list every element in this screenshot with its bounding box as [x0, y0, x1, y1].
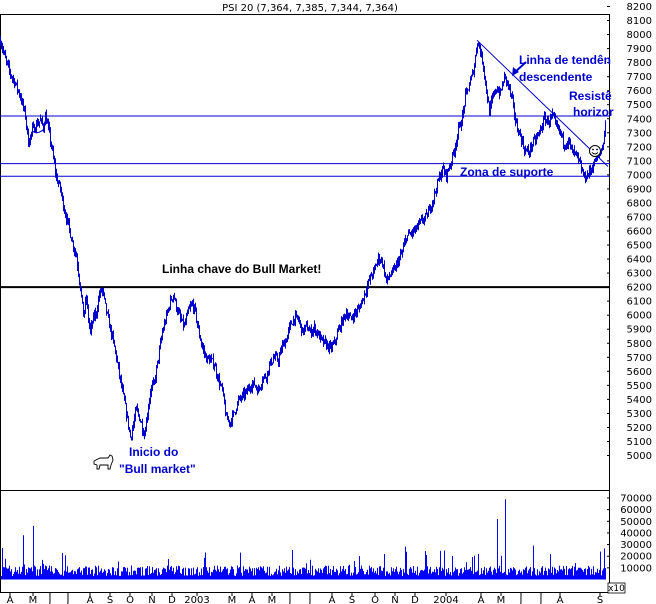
- price-tick-label: 6500: [627, 241, 652, 252]
- price-tick-label: 7100: [627, 156, 652, 167]
- price-series: [0, 35, 606, 441]
- price-tick-label: 6100: [627, 297, 652, 308]
- price-tick-label: 6000: [627, 311, 652, 322]
- price-tick-label: 8100: [627, 16, 652, 27]
- price-tick-label: 5200: [627, 423, 652, 434]
- early-mark: [31, 128, 45, 134]
- trendline-label-1: Linha de tendên: [519, 53, 611, 67]
- price-tick-label: 5100: [627, 437, 652, 448]
- price-tick-label: 7800: [627, 58, 652, 69]
- price-tick-label: 7500: [627, 100, 652, 111]
- x-tick-label: M: [29, 595, 38, 604]
- bull-line-label: Linha chave do Bull Market!: [162, 262, 321, 276]
- volume-tick-label: 20000: [620, 552, 652, 563]
- x-tick-label: A: [557, 595, 564, 604]
- x-tick-label: 2003: [184, 595, 209, 604]
- smiley-icon-eye: [592, 148, 594, 151]
- price-tick-label: 7000: [627, 170, 652, 181]
- x-tick-label: 2004: [433, 595, 458, 604]
- price-tick-label: 5000: [627, 451, 652, 462]
- x-tick-label: A: [87, 595, 94, 604]
- volume-tick-label: 10000: [620, 563, 652, 574]
- price-tick-label: 6700: [627, 212, 652, 223]
- descending-trendline: [476, 39, 609, 167]
- price-tick-label: 6300: [627, 269, 652, 280]
- price-tick-label: 7400: [627, 114, 652, 125]
- volume-tick-label: 60000: [620, 505, 652, 516]
- x-tick-label: S: [349, 595, 355, 604]
- price-tick-label: 5400: [627, 395, 652, 406]
- support-label: Zona de suporte: [460, 165, 554, 179]
- x-tick-label: M: [228, 595, 237, 604]
- bull-icon: [93, 454, 114, 470]
- price-tick-label: 5900: [627, 325, 652, 336]
- price-tick-label: 8200: [627, 2, 652, 13]
- x-tick-label: M: [497, 595, 506, 604]
- x-tick-label: J: [539, 595, 543, 604]
- trendline-label-2: descendente: [519, 70, 593, 84]
- resistance-label-1: Resistê: [569, 89, 612, 103]
- x-tick-label: S: [107, 595, 113, 604]
- smiley-icon-eye: [596, 148, 598, 151]
- price-tick-label: 6900: [627, 184, 652, 195]
- price-tick-label: 5800: [627, 339, 652, 350]
- price-tick-label: 8000: [627, 30, 652, 41]
- price-tick-label: 5500: [627, 381, 652, 392]
- volume-bars: [1, 499, 606, 580]
- smiley-icon-mouth: [591, 152, 599, 155]
- x-tick-label: D: [411, 595, 419, 604]
- x-tick-label: N: [148, 595, 155, 604]
- volume-tick-label: 30000: [620, 540, 652, 551]
- chart-title: PSI 20 (7,364, 7,385, 7,344, 7,364): [222, 3, 398, 14]
- price-tick-label: 7200: [627, 142, 652, 153]
- x-tick-label: J: [308, 595, 312, 604]
- bull-start-label-2: "Bull market": [119, 462, 196, 476]
- price-tick-label: 5300: [627, 409, 652, 420]
- x-tick-label: M: [268, 595, 277, 604]
- price-tick-label: 6400: [627, 255, 652, 266]
- resistance-label-2: horizor: [573, 105, 614, 119]
- x-tick-label: N: [391, 595, 398, 604]
- x-tick-label: J: [48, 595, 52, 604]
- x-tick-label: A: [249, 595, 256, 604]
- trendline-arrow-head: [512, 67, 519, 76]
- volume-multiplier-label: x10: [608, 584, 625, 594]
- price-tick-label: 7700: [627, 72, 652, 83]
- x-tick-label: O: [126, 595, 134, 604]
- x-tick-label: A: [478, 595, 485, 604]
- x-tick-label: D: [168, 595, 176, 604]
- x-tick-label: S: [597, 595, 603, 604]
- price-tick-label: 6600: [627, 227, 652, 238]
- x-tick-label: O: [371, 595, 379, 604]
- x-tick-label: J: [519, 595, 523, 604]
- volume-tick-label: 40000: [620, 528, 652, 539]
- price-tick-label: 7600: [627, 86, 652, 97]
- price-tick-label: 5600: [627, 367, 652, 378]
- volume-multiplier-box: [607, 582, 626, 594]
- price-tick-label: 7300: [627, 128, 652, 139]
- price-tick-label: 7900: [627, 44, 652, 55]
- x-tick-label: J: [288, 595, 292, 604]
- x-tick-label: A: [329, 595, 336, 604]
- price-tick-label: 6800: [627, 198, 652, 209]
- bull-start-label-1: Inicio do: [129, 445, 178, 459]
- price-tick-label: 6200: [627, 283, 652, 294]
- volume-tick-label: 70000: [620, 494, 652, 505]
- x-tick-label: J: [66, 595, 70, 604]
- x-tick-label: A: [7, 595, 14, 604]
- smiley-icon: [589, 145, 601, 157]
- price-tick-label: 5700: [627, 353, 652, 364]
- volume-tick-label: 50000: [620, 517, 652, 528]
